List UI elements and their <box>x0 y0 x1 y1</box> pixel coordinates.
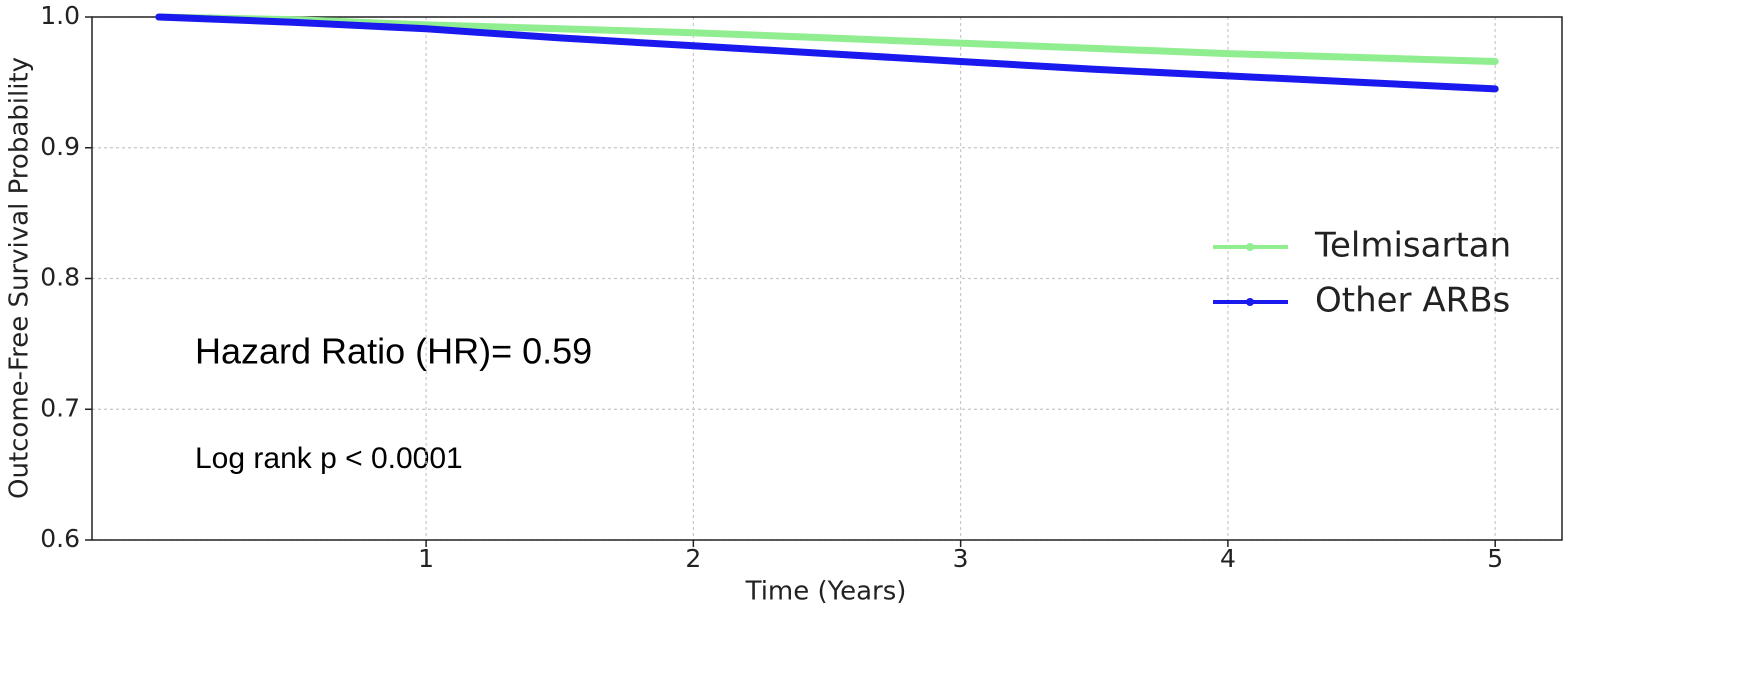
legend-label: Telmisartan <box>1314 226 1511 266</box>
y-tick-label: 0.8 <box>40 263 80 292</box>
series-line <box>155 13 1499 93</box>
x-tick-label: 1 <box>418 544 434 573</box>
x-tick-label: 4 <box>1220 544 1236 573</box>
y-tick-label: 0.6 <box>40 524 80 553</box>
x-axis-label: Time (Years) <box>745 577 907 607</box>
legend-marker <box>1246 298 1254 306</box>
hazard-ratio: Hazard Ratio (HR)= 0.59 <box>195 331 592 372</box>
y-tick-label: 0.7 <box>40 393 80 422</box>
legend-label: Other ARBs <box>1315 281 1510 321</box>
x-tick-label: 2 <box>685 544 701 573</box>
legend-marker <box>1246 243 1254 251</box>
y-axis-label: Outcome-Free Survival Probability <box>5 57 35 499</box>
plot-frame <box>91 16 1563 541</box>
x-tick-label: 3 <box>953 544 969 573</box>
log-rank: Log rank p < 0.0001 <box>195 442 463 475</box>
x-tick-label: 5 <box>1487 544 1503 573</box>
y-tick-label: 1.0 <box>40 1 80 30</box>
y-tick-label: 0.9 <box>40 132 80 161</box>
